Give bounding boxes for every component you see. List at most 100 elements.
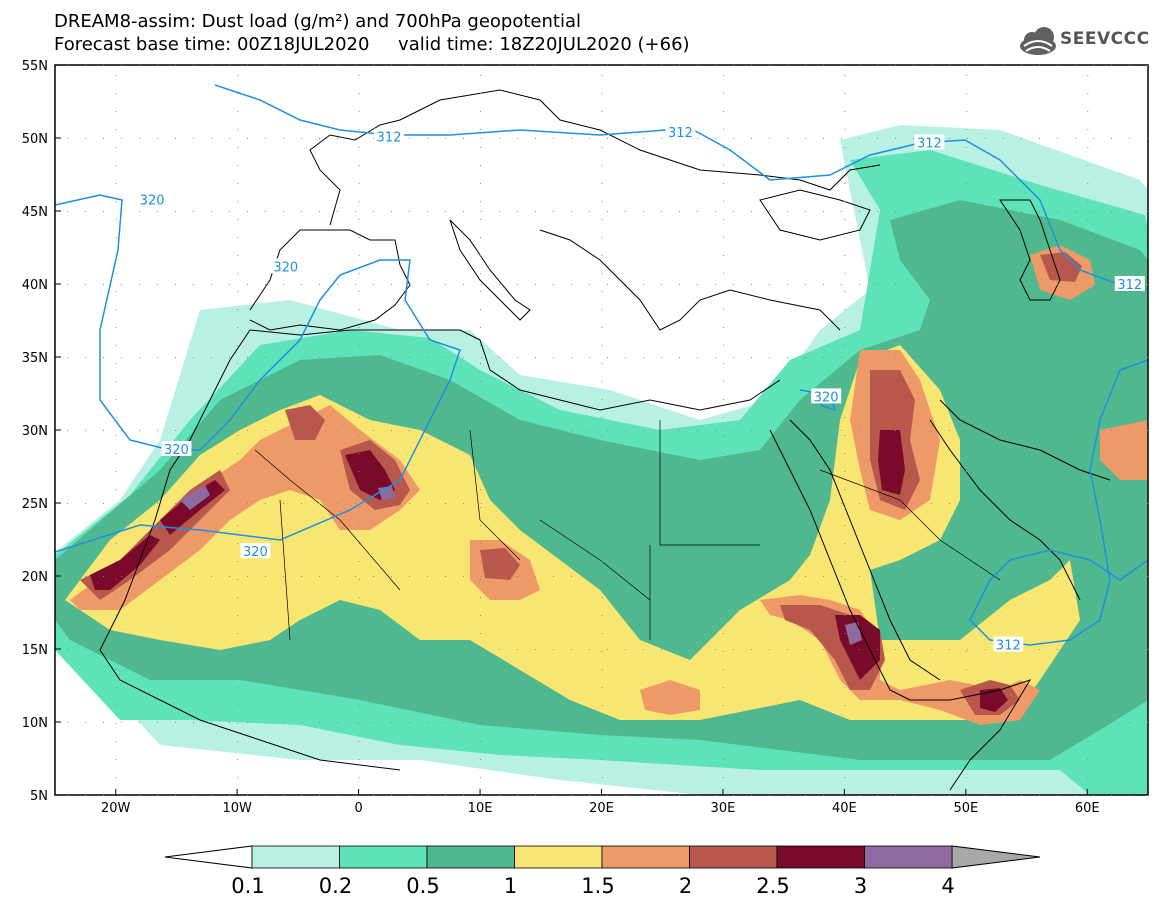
grid-dot — [1147, 503, 1148, 504]
colorbar-under-arrow — [164, 845, 253, 869]
grid-dot — [480, 255, 482, 256]
grid-dot — [1057, 503, 1058, 504]
grid-dot — [391, 649, 392, 650]
grid-dot — [661, 284, 662, 285]
grid-dot — [480, 525, 482, 526]
grid-dot — [553, 722, 554, 723]
grid-dot — [895, 357, 896, 358]
grid-dot — [391, 65, 392, 66]
grid-dot — [67, 357, 68, 358]
grid-dot — [445, 357, 446, 358]
grid-dot — [463, 357, 464, 358]
grid-dot — [211, 649, 212, 650]
grid-dot — [265, 576, 266, 577]
grid-dot — [601, 165, 603, 166]
grid-dot — [265, 503, 266, 504]
grid-dot — [337, 430, 338, 431]
grid-dot — [823, 722, 824, 723]
grid-dot — [965, 453, 967, 454]
lon-tick-label: 10E — [468, 801, 493, 816]
grid-dot — [67, 722, 68, 723]
grid-dot — [1093, 211, 1094, 212]
grid-dot — [841, 211, 842, 212]
grid-dot — [601, 255, 603, 256]
grid-dot — [913, 722, 914, 723]
colorbar-swatch — [251, 845, 340, 869]
contour-label-bg — [240, 543, 271, 559]
contour-label-bg — [270, 258, 301, 274]
grid-dot — [1039, 722, 1040, 723]
grid-dot — [237, 165, 239, 166]
grid-dot — [967, 795, 968, 796]
grid-dot — [1075, 357, 1076, 358]
grid-dot — [601, 327, 603, 328]
grid-dot — [844, 489, 846, 490]
grid-dot — [535, 649, 536, 650]
grid-dot — [601, 453, 603, 454]
grid-dot — [409, 211, 410, 212]
grid-dot — [480, 183, 482, 184]
dust-level-3-redsea — [845, 622, 862, 645]
grid-dot — [949, 722, 950, 723]
grid-dot — [601, 741, 603, 742]
grid-dot — [722, 183, 724, 184]
grid-dot — [535, 138, 536, 139]
grid-dot — [355, 576, 356, 577]
grid-dot — [697, 65, 698, 66]
grid-dot — [229, 65, 230, 66]
grid-dot — [319, 795, 320, 796]
grid-dot — [480, 777, 482, 778]
grid-dot — [229, 503, 230, 504]
grid-dot — [229, 211, 230, 212]
grid-dot — [1003, 65, 1004, 66]
grid-dot — [355, 138, 356, 139]
grid-dot — [481, 576, 482, 577]
grid-dot — [193, 503, 194, 504]
grid-dot — [193, 138, 194, 139]
grid-dot — [733, 649, 734, 650]
grid-dot — [409, 576, 410, 577]
grid-dot — [601, 273, 603, 274]
grid-dot — [373, 211, 374, 212]
grid-dot — [625, 503, 626, 504]
grid-dot — [85, 357, 86, 358]
grid-dot — [237, 327, 239, 328]
grid-dot — [319, 576, 320, 577]
grid-dot — [237, 255, 239, 256]
grid-dot — [571, 284, 572, 285]
grid-dot — [844, 93, 846, 94]
grid-dot — [877, 138, 878, 139]
grid-dot — [1087, 435, 1089, 436]
grid-dot — [844, 75, 846, 76]
grid-dot — [358, 723, 360, 724]
grid-dot — [601, 525, 603, 526]
grid-dot — [601, 111, 603, 112]
grid-dot — [1087, 291, 1089, 292]
grid-dot — [358, 147, 360, 148]
grid-dot — [722, 777, 724, 778]
grid-dot — [965, 93, 967, 94]
grid-dot — [480, 129, 482, 130]
grid-dot — [265, 722, 266, 723]
grid-dot — [722, 723, 724, 724]
grid-dot — [823, 284, 824, 285]
dust-level-2-atlas — [285, 405, 325, 440]
grid-dot — [844, 633, 846, 634]
grid-dot — [237, 471, 239, 472]
grid-dot — [877, 722, 878, 723]
grid-dot — [301, 138, 302, 139]
grid-dot — [697, 576, 698, 577]
grid-dot — [115, 273, 117, 274]
grid-dot — [841, 795, 842, 796]
colorbar-swatch — [776, 845, 865, 869]
grid-dot — [391, 211, 392, 212]
grid-dot — [409, 722, 410, 723]
grid-dot — [1075, 211, 1076, 212]
grid-dot — [175, 284, 176, 285]
grid-dot — [337, 722, 338, 723]
grid-dot — [601, 93, 603, 94]
grid-dot — [625, 795, 626, 796]
grid-dot — [480, 597, 482, 598]
grid-dot — [844, 615, 846, 616]
grid-dot — [1147, 576, 1148, 577]
